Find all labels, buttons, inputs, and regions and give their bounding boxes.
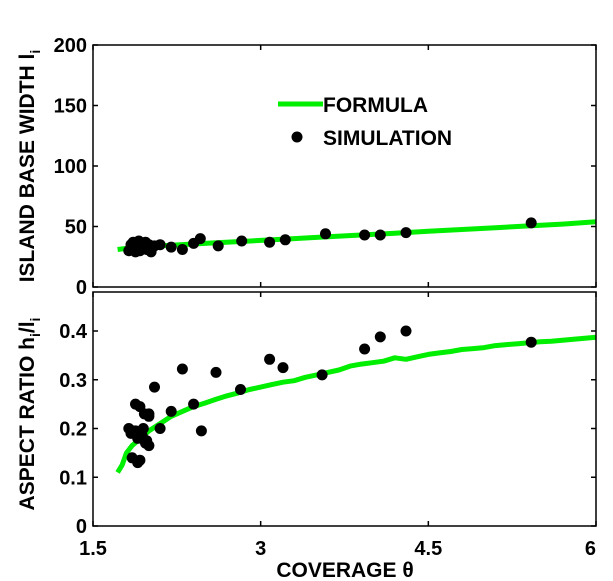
bottom-simulation-point (277, 362, 289, 374)
top-plot-content (117, 217, 597, 258)
top-x-ticks (92, 45, 597, 287)
legend-simulation-label: SIMULATION (323, 127, 452, 150)
bottom-axes-frame (92, 291, 597, 527)
top-y-tick-label: 0 (76, 277, 87, 299)
bottom-y-tick-label: 0.1 (59, 467, 87, 489)
top-simulation-point (194, 233, 206, 245)
bottom-simulation-point (143, 440, 155, 452)
bottom-panel: 00.10.20.30.4 1.5 3 4.5 6 ASPECT RATIO hi/l… (16, 291, 597, 581)
bottom-x-tick-label: 4.5 (414, 538, 442, 560)
bottom-simulation-point (188, 398, 200, 410)
bottom-x-ticks: 1.5 3 4.5 6 (79, 292, 597, 560)
bottom-simulation-point (316, 369, 328, 381)
top-y-axis-label-subscript: i (27, 50, 43, 54)
top-y-tick-label: 50 (65, 217, 87, 239)
bottom-simulation-point (400, 325, 412, 337)
bottom-simulation-point (525, 336, 537, 348)
bottom-y-axis-label-sub1: i (27, 333, 43, 337)
bottom-simulation-point (149, 381, 160, 393)
bottom-simulation-point (235, 384, 246, 395)
top-y-axis-label: ISLAND BASE WIDTH li (16, 50, 43, 283)
bottom-simulation-point (154, 423, 166, 434)
top-simulation-point (212, 240, 224, 252)
top-y-tick-label: 150 (54, 96, 87, 118)
bottom-y-axis-label-sub2: i (27, 318, 43, 322)
bottom-simulation-point (195, 425, 207, 437)
bottom-simulation-point (374, 331, 386, 343)
bottom-x-tick-label: 1.5 (79, 538, 107, 560)
bottom-simulation-point (126, 452, 138, 464)
bottom-simulation-point (264, 353, 276, 365)
top-legend: FORMULA SIMULATION (278, 94, 452, 150)
top-simulation-point (264, 236, 276, 248)
top-simulation-point (400, 227, 412, 239)
bottom-simulation-point (359, 343, 371, 355)
top-y-ticks: 0 50 100 150 200 (54, 35, 596, 299)
bottom-x-axis-label: COVERAGE θ (276, 559, 413, 581)
top-simulation-point (176, 244, 188, 255)
top-simulation-point (359, 229, 371, 241)
bottom-plot-content (115, 325, 597, 474)
top-simulation-point (320, 228, 331, 240)
bottom-x-tick-label: 6 (585, 538, 596, 560)
top-y-tick-label: 200 (54, 35, 87, 57)
bottom-x-tick-label: 3 (255, 538, 266, 560)
legend-formula-label: FORMULA (323, 94, 428, 117)
top-y-axis-label-main: ISLAND BASE WIDTH l (16, 54, 39, 283)
top-simulation-point (154, 239, 166, 251)
top-simulation-point (165, 241, 177, 253)
bottom-simulation-point (165, 405, 177, 417)
bottom-y-tick-label: 0.3 (59, 370, 87, 392)
top-simulation-point (374, 229, 386, 241)
top-simulation-point (525, 217, 537, 229)
bottom-simulation-point (137, 423, 149, 434)
bottom-y-axis-label-main: ASPECT RATIO h (16, 337, 39, 510)
bottom-simulation-point (176, 363, 188, 375)
bottom-y-axis-label-mid: /l (16, 321, 39, 333)
bottom-simulation-point (143, 408, 155, 420)
top-panel: 0 50 100 150 200 ISLAND BASE WIDTH li FORMUL… (16, 35, 597, 299)
bottom-y-tick-label: 0 (76, 516, 87, 538)
legend-simulation-marker (291, 131, 303, 143)
bottom-formula-line (115, 334, 597, 474)
top-y-tick-label: 100 (54, 156, 87, 178)
bottom-y-axis-label: ASPECT RATIO hi/li (16, 318, 43, 511)
top-simulation-point (279, 234, 291, 246)
bottom-y-tick-label: 0.4 (59, 321, 88, 343)
bottom-y-ticks: 0 0.1 0.2 0.3 0.4 (59, 321, 596, 538)
top-simulation-point (236, 235, 248, 247)
bottom-simulation-point (210, 366, 222, 378)
bottom-y-tick-label: 0.2 (59, 419, 87, 441)
